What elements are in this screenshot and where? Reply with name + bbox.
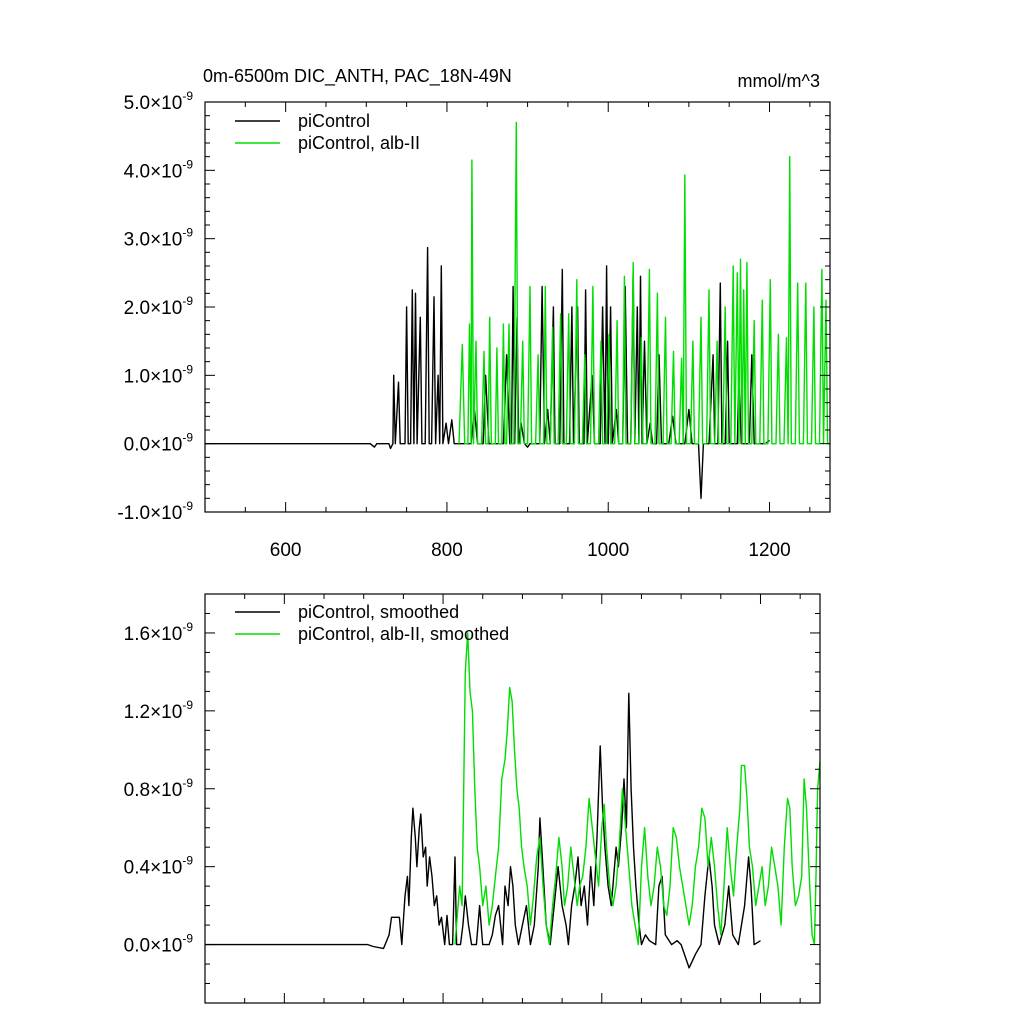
y-tick-label: -1.0×10-9 (117, 499, 193, 524)
x-tick-label: 800 (431, 540, 463, 561)
bottom-panel: 0.0×10-9 0.4×10-9 0.8×10-9 1.2×10-9 1.6×10-9… (124, 593, 821, 1004)
bottom-panel-legend: piControl, smoothed piControl, alb-II, s… (235, 602, 509, 644)
top-panel-series-layer (205, 121, 830, 499)
x-tick-label: 1000 (587, 540, 629, 561)
y-tick-label: 1.2×10-9 (124, 698, 194, 723)
y-tick-label: 0.8×10-9 (124, 776, 194, 801)
y-tick-label: 3.0×10-9 (124, 226, 194, 251)
y-tick-label: 0.0×10-9 (124, 932, 194, 957)
y-tick-label: 1.6×10-9 (124, 620, 194, 645)
legend-label-picontrol-alb-ii: piControl, alb-II (298, 133, 420, 153)
y-tick-label: 2.0×10-9 (124, 294, 194, 319)
y-tick-label: 4.0×10-9 (124, 157, 194, 182)
y-tick-label: 1.0×10-9 (124, 362, 194, 387)
top-panel-axis-layer: -1.0×10-9 0.0×10-9 1.0×10-9 2.0×10-9 3.0×10-… (117, 89, 831, 561)
bottom-panel-series-layer (205, 632, 821, 969)
top-panel: 0m-6500m DIC_ANTH, PAC_18N-49N mmol/m^3 … (117, 66, 831, 561)
top-panel-legend: piControl piControl, alb-II (235, 111, 420, 153)
y-tick-label: 0.0×10-9 (124, 431, 194, 456)
legend-label-picontrol: piControl (298, 111, 370, 131)
y-tick-label: 5.0×10-9 (124, 89, 194, 114)
y-tick-label: 0.4×10-9 (124, 854, 194, 879)
legend-label-picontrol-smoothed: piControl, smoothed (298, 602, 459, 622)
series-line-picontrol-alb-ii-smoothed (454, 632, 821, 946)
x-tick-label: 600 (270, 540, 302, 561)
bottom-panel-axis-layer: 0.0×10-9 0.4×10-9 0.8×10-9 1.2×10-9 1.6×10-9 (124, 593, 821, 1004)
x-tick-label: 1200 (748, 540, 790, 561)
series-line-picontrol-alb-ii (458, 121, 830, 445)
plot-frame (204, 593, 821, 1004)
top-panel-units: mmol/m^3 (738, 71, 820, 91)
top-panel-title: 0m-6500m DIC_ANTH, PAC_18N-49N (203, 66, 512, 87)
legend-label-picontrol-alb-ii-smoothed: piControl, alb-II, smoothed (298, 624, 509, 644)
